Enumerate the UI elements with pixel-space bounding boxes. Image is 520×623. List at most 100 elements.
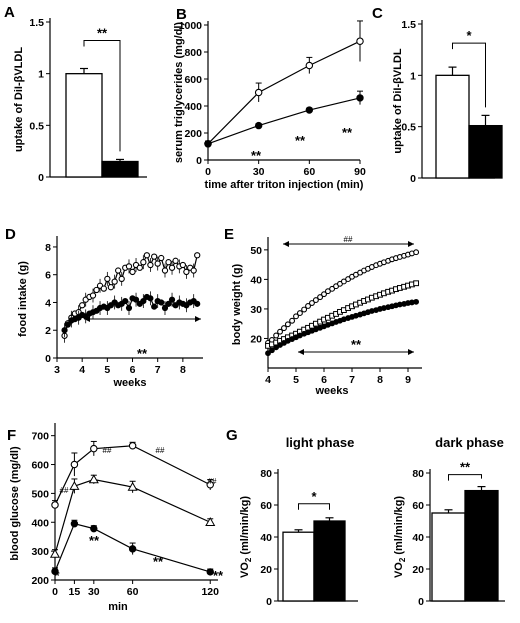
y-tick-label: 60: [260, 500, 272, 512]
y-tick-label: 20: [260, 564, 272, 576]
x-tick-label: 6: [321, 374, 327, 386]
data-point: [51, 501, 59, 509]
significance-label: **: [213, 568, 224, 583]
data-point: [127, 481, 138, 491]
significance-label: **: [89, 533, 100, 548]
x-tick-label: 5: [293, 374, 299, 386]
y-axis-title: serum triglycerides (mg/dl): [173, 22, 185, 164]
data-point: [132, 296, 140, 303]
x-tick-label: 0: [205, 166, 211, 178]
data-point: [204, 140, 212, 148]
data-point: [317, 294, 324, 301]
data-point: [125, 263, 133, 270]
y-tick-label: 800: [184, 47, 202, 59]
y-axis-title-part: VO: [393, 562, 405, 578]
data-point: [118, 275, 125, 283]
y-axis-title-subscript: 2: [398, 557, 407, 562]
data-point: [49, 548, 61, 558]
data-point: [122, 297, 129, 305]
data-point: [70, 460, 79, 469]
data-point: [140, 259, 147, 266]
series-line: [267, 251, 417, 344]
data-point: [356, 37, 364, 45]
y-tick-label: 0: [196, 155, 202, 167]
data-point: [165, 300, 172, 307]
x-axis-title: weeks: [314, 385, 348, 397]
data-point: [340, 278, 347, 285]
data-point: [206, 480, 214, 489]
x-tick-label: 8: [377, 374, 383, 386]
x-tick-label: 30: [88, 586, 100, 598]
significance-label: ##: [103, 446, 112, 455]
data-point: [90, 444, 98, 453]
y-axis-title-part: (ml/min/kg): [393, 496, 405, 558]
data-point: [254, 88, 263, 97]
x-tick-label: 60: [127, 586, 139, 598]
data-point: [194, 252, 201, 259]
data-point: [305, 61, 314, 70]
y-tick-label: 200: [184, 128, 202, 140]
y-tick-label: 80: [412, 468, 424, 480]
panel-letter-D: D: [5, 226, 16, 243]
series-line: [54, 445, 211, 506]
data-point: [296, 310, 303, 317]
data-point: [289, 317, 296, 324]
y-tick-label: 80: [260, 468, 272, 480]
bar: [101, 160, 139, 178]
x-tick-label: 15: [69, 586, 81, 598]
data-point: [93, 286, 100, 294]
significance-range-arrow-head-left: [283, 241, 289, 247]
x-tick-label: 3: [54, 364, 60, 376]
y-tick-label: 20: [250, 333, 262, 345]
data-point: [179, 261, 187, 269]
data-point: [205, 517, 216, 526]
panel-letter-E: E: [224, 226, 234, 243]
x-tick-label: 0: [52, 586, 58, 598]
data-point: [312, 297, 319, 304]
y-tick-label: 200: [31, 575, 49, 587]
y-axis-title: uptake of DiI-βVLDL: [13, 47, 25, 152]
data-point: [165, 259, 172, 266]
data-point: [183, 268, 190, 276]
y-tick-label: 40: [412, 532, 424, 544]
data-point: [413, 249, 420, 256]
data-point: [104, 275, 111, 283]
data-point: [154, 260, 161, 267]
y-tick-label: 4: [45, 297, 51, 309]
data-point: [329, 285, 336, 292]
bar: [282, 531, 315, 602]
y-tick-label: 0: [45, 353, 51, 365]
data-point: [254, 121, 263, 130]
significance-range-arrow-head-right: [408, 241, 414, 247]
data-point: [129, 268, 136, 276]
bar: [468, 124, 503, 179]
y-tick-label: 60: [412, 500, 424, 512]
data-point: [194, 300, 201, 307]
y-tick-label: 0.5: [29, 120, 44, 132]
y-axis-title: food intake (g): [17, 261, 29, 337]
data-point: [293, 313, 299, 320]
data-point: [107, 284, 115, 291]
significance-label: **: [97, 26, 108, 41]
data-point: [161, 267, 169, 274]
y-tick-label: 6: [45, 270, 51, 282]
y-tick-label: 1: [38, 69, 44, 81]
panel-letter-A: A: [4, 4, 15, 21]
y-tick-label: 30: [250, 304, 262, 316]
data-point: [70, 520, 79, 528]
data-point: [151, 303, 158, 310]
y-axis-title: VO2 (ml/min/kg): [239, 496, 253, 578]
y-axis-title: VO2 (ml/min/kg): [393, 496, 407, 578]
data-point: [168, 264, 176, 271]
data-point: [111, 278, 118, 285]
significance-range-arrow-head-right: [195, 316, 201, 322]
data-point: [79, 302, 86, 309]
data-point: [100, 285, 107, 292]
y-tick-label: 700: [31, 431, 49, 443]
data-point: [284, 321, 291, 328]
significance-label: *: [54, 568, 60, 583]
data-point: [61, 327, 68, 334]
data-point: [356, 94, 364, 102]
y-tick-label: 20: [412, 564, 424, 576]
